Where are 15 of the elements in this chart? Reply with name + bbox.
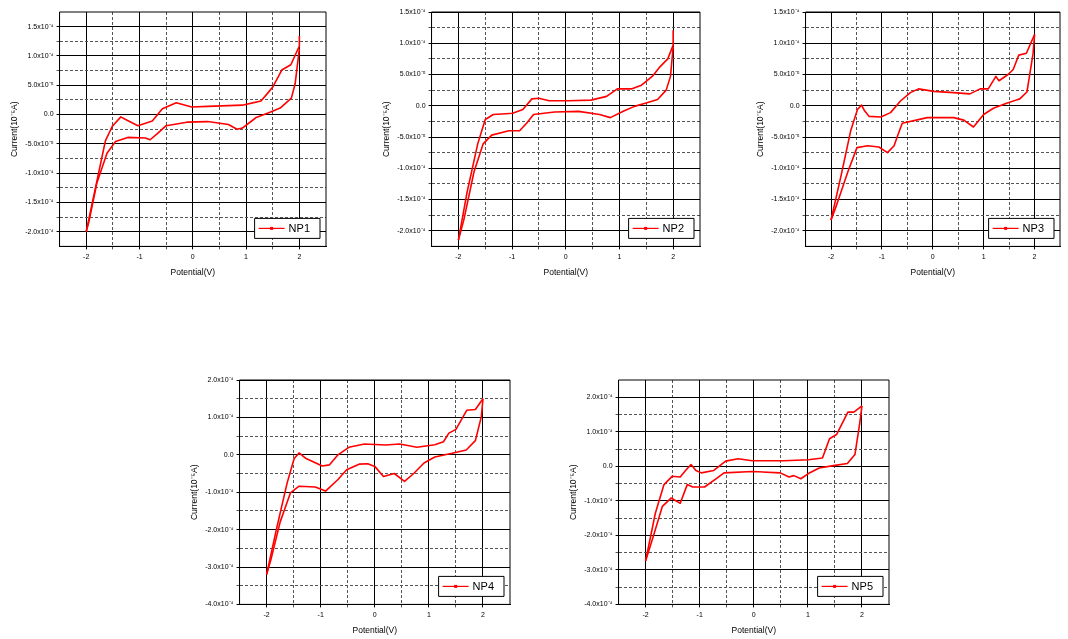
legend-label: NP5 [851,580,874,593]
x-axis-title: Potential(V) [731,625,777,636]
y-axis-title: Current(10⁻⁵A) [189,464,200,521]
x-axis-title: Potential(V) [910,267,956,278]
legend-label: NP3 [1022,222,1045,235]
legend-label: NP4 [472,580,495,593]
x-axis-title: Potential(V) [170,267,216,278]
y-axis-title: Current(10⁻⁵A) [568,464,579,521]
x-axis-title: Potential(V) [543,267,589,278]
y-axis-title: Current(10⁻⁵A) [9,101,20,158]
y-axis-title: Current(10⁻⁵A) [381,101,392,158]
legend-label: NP1 [288,222,311,235]
y-axis-title: Current(10⁻⁵A) [755,101,766,158]
x-axis-title: Potential(V) [352,625,398,636]
legend-label: NP2 [662,222,685,235]
